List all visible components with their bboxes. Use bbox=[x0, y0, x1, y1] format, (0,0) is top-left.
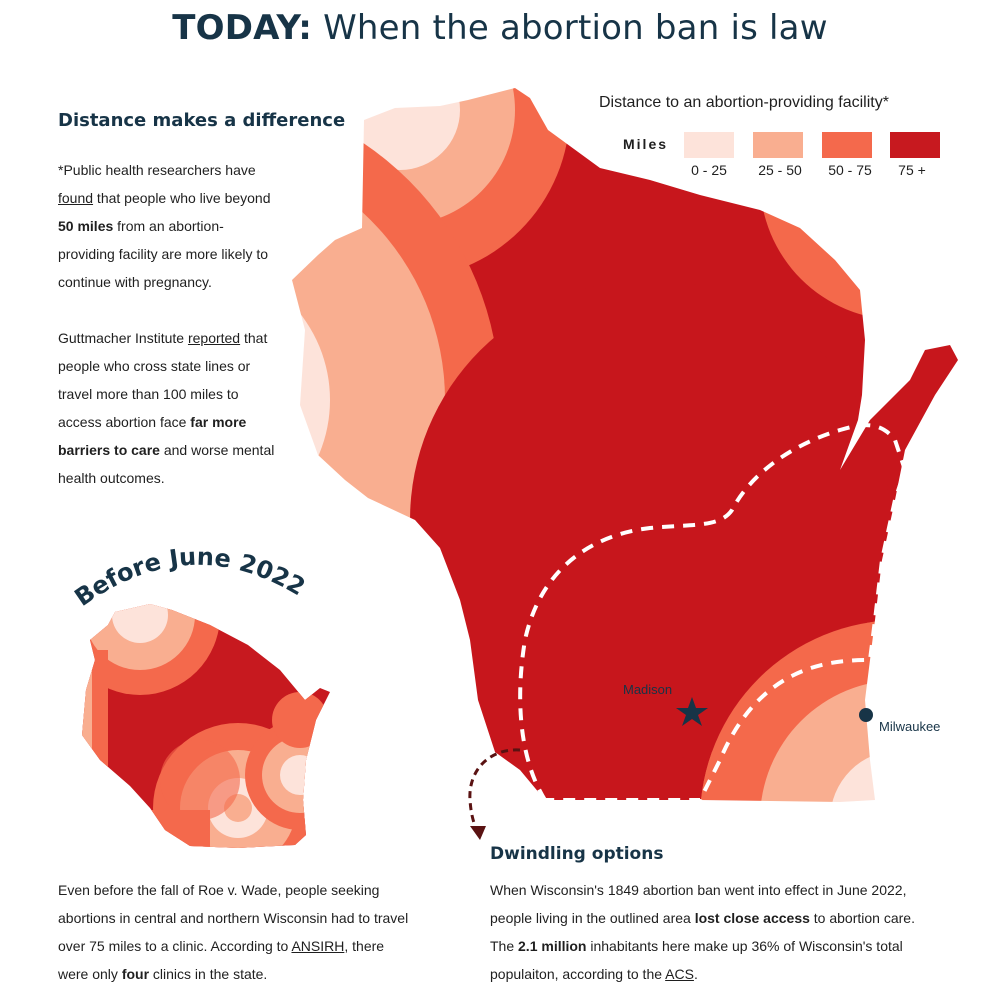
dw-d: . bbox=[693, 966, 698, 982]
p1-b: that people who live beyond bbox=[93, 190, 271, 206]
legend-label-25-50: 25 - 50 bbox=[758, 162, 802, 178]
bf-b: , there were only bbox=[58, 938, 385, 982]
legend-title: Distance to an abortion-providing facili… bbox=[599, 94, 889, 111]
dwindling-paragraph: When Wisconsin's 1849 abortion ban went … bbox=[490, 876, 930, 988]
page-title: TODAY: When the abortion ban is law bbox=[0, 8, 1000, 48]
p1-a: *Public health researchers have bbox=[58, 162, 256, 178]
p2-c: and worse mental health outcomes. bbox=[58, 442, 275, 486]
distance-heading: Distance makes a difference bbox=[58, 110, 346, 131]
city-label-milwaukee: Milwaukee bbox=[879, 719, 941, 734]
distance-text: *Public health researchers have found th… bbox=[58, 156, 280, 492]
p2-bold: far more barriers to care bbox=[58, 414, 247, 458]
dw-c: inhabitants here make up 36% of Wisconsi… bbox=[490, 938, 903, 982]
legend-unit: Miles bbox=[623, 136, 669, 152]
inset-wisconsin-map bbox=[82, 604, 330, 848]
title-text: When the abortion ban is law bbox=[323, 8, 828, 48]
p1-c: from an abortion-providing facility are … bbox=[58, 218, 269, 290]
legend-swatch-0-25 bbox=[684, 132, 734, 158]
bf-c: clinics in the state. bbox=[149, 966, 268, 982]
p2-b: that people who cross state lines or tra… bbox=[58, 330, 268, 430]
before-text: Even before the fall of Roe v. Wade, peo… bbox=[58, 876, 418, 988]
title-prefix: TODAY: bbox=[172, 8, 313, 48]
bf-a: Even before the fall of Roe v. Wade, peo… bbox=[58, 882, 409, 954]
city-label-madison: Madison bbox=[623, 682, 673, 697]
before-heading: Before June 2022 bbox=[70, 543, 310, 612]
milwaukee-dot-icon bbox=[859, 708, 873, 722]
outlined-lost-access-area bbox=[518, 423, 908, 802]
legend-swatch-75-plus bbox=[890, 132, 940, 158]
arrow-head-icon bbox=[470, 826, 486, 840]
found-link[interactable]: found bbox=[58, 190, 94, 206]
legend-label-0-25: 0 - 25 bbox=[691, 162, 727, 178]
p2-a: Guttmacher Institute bbox=[58, 330, 188, 346]
legend-label-75-plus: 75 + bbox=[898, 162, 926, 178]
dw-bold1: lost close access bbox=[694, 910, 810, 926]
dw-bold2: 2.1 million bbox=[518, 938, 587, 954]
legend-label-50-75: 50 - 75 bbox=[828, 162, 872, 178]
dwindling-heading: Dwindling options bbox=[490, 844, 664, 864]
dwindling-text: When Wisconsin's 1849 abortion ban went … bbox=[490, 876, 930, 988]
acs-link[interactable]: ACS bbox=[665, 966, 694, 982]
p1-bold: 50 miles bbox=[58, 218, 114, 234]
distance-paragraph-1: *Public health researchers have found th… bbox=[58, 156, 280, 296]
madison-star-icon bbox=[676, 697, 708, 726]
dw-a: When Wisconsin's 1849 abortion ban went … bbox=[490, 882, 907, 926]
dw-b: to abortion care. The bbox=[490, 910, 915, 954]
distance-paragraph-2: Guttmacher Institute reported that peopl… bbox=[58, 324, 280, 492]
reported-link[interactable]: reported bbox=[187, 330, 241, 346]
before-paragraph: Even before the fall of Roe v. Wade, peo… bbox=[58, 876, 418, 988]
ansirh-link[interactable]: ANSIRH bbox=[291, 938, 345, 954]
legend-swatch-25-50 bbox=[753, 132, 803, 158]
bf-bold: four bbox=[121, 966, 150, 982]
legend-swatch-50-75 bbox=[822, 132, 872, 158]
